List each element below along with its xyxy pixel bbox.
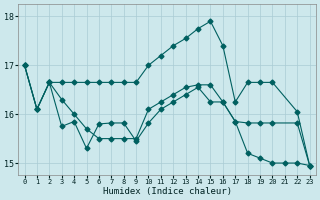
X-axis label: Humidex (Indice chaleur): Humidex (Indice chaleur) [103, 187, 232, 196]
